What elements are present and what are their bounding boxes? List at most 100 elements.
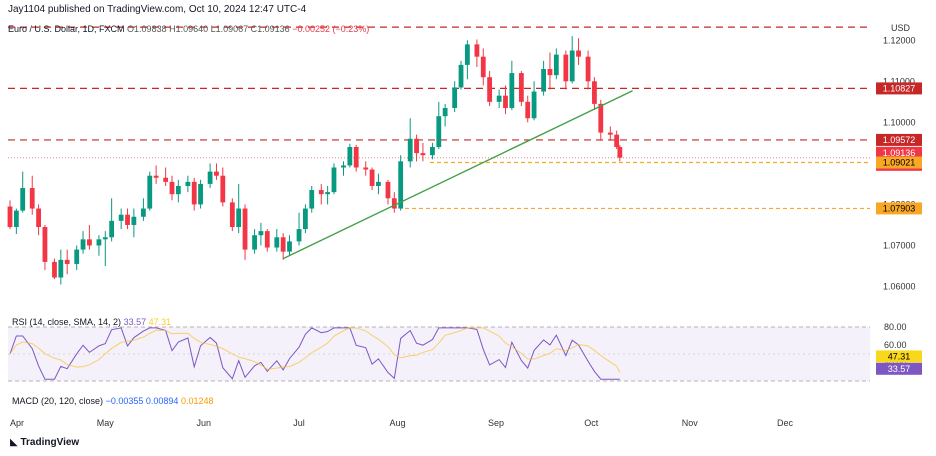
- price-change: −0.00252 (−0.23%): [292, 24, 370, 34]
- last-price-label-bg: [876, 146, 922, 159]
- candle-body: [102, 237, 108, 240]
- rsi-tick: 80.00: [884, 322, 907, 332]
- rsi-value: 33.57: [123, 317, 147, 327]
- macd-legend[interactable]: MACD (20, 120, close) −0.00355 0.00894 0…: [12, 396, 213, 406]
- symbol-name[interactable]: Euro / U.S. Dollar, 1D, FXCM: [8, 24, 125, 34]
- price-tick: 1.10000: [883, 117, 916, 127]
- candle-body: [36, 208, 41, 228]
- candles: [7, 36, 623, 285]
- level-lines: [8, 26, 870, 210]
- candle-body: [242, 208, 248, 250]
- candle-body: [414, 138, 419, 154]
- candle-body: [347, 146, 353, 166]
- candle-body: [592, 81, 597, 104]
- candle-body: [169, 181, 175, 195]
- trendline: [282, 90, 633, 260]
- candle-body: [480, 56, 486, 78]
- candle-body: [20, 188, 26, 211]
- price-axis: 1.120001.110001.100001.090001.080001.070…: [876, 35, 922, 375]
- candle-body: [153, 175, 159, 178]
- candle-body: [547, 68, 553, 76]
- candle-body: [464, 44, 470, 65]
- time-tick: Jul: [293, 418, 305, 428]
- candle-body: [487, 77, 493, 102]
- candle-body: [376, 181, 381, 186]
- candle-body: [274, 237, 280, 248]
- candle-body: [302, 208, 308, 230]
- candle-body: [214, 171, 219, 176]
- candle-body: [385, 181, 391, 199]
- candle-body: [87, 239, 92, 246]
- candle-body: [236, 208, 242, 228]
- candle-body: [198, 183, 203, 205]
- rsi-axis-label: 33.57: [888, 364, 911, 374]
- price-tick: 1.11000: [883, 76, 915, 86]
- candle-body: [131, 216, 137, 225]
- candle-body: [7, 206, 13, 228]
- candle-body: [147, 175, 153, 209]
- candle-body: [407, 138, 413, 162]
- candle-body: [569, 50, 575, 82]
- candle-body: [309, 190, 315, 209]
- candle-body: [518, 73, 524, 102]
- candle-body: [391, 198, 397, 209]
- resistance-label: 1.10827: [883, 83, 916, 93]
- tradingview-brand: TradingView: [20, 437, 80, 448]
- candle-body: [331, 167, 337, 193]
- rsi-sma-axis-label: 47.31: [888, 351, 911, 361]
- candle-body: [541, 68, 547, 92]
- candle-body: [52, 261, 57, 278]
- candle-body: [598, 103, 604, 133]
- candle-body: [563, 54, 569, 82]
- tradingview-logo[interactable]: ◣ TradingView: [10, 437, 79, 448]
- candle-body: [118, 214, 124, 221]
- macd-line-value: 0.00894: [145, 396, 179, 406]
- time-tick: Oct: [584, 418, 599, 428]
- candle-body: [585, 56, 591, 82]
- candle-body: [163, 177, 169, 182]
- candle-body: [420, 153, 426, 156]
- time-tick: May: [97, 418, 115, 428]
- tradingview-logo-icon: ◣: [10, 437, 18, 448]
- candle-body: [452, 87, 458, 108]
- candle-body: [58, 259, 64, 278]
- candle-body: [258, 231, 264, 236]
- rsi-sma-line: [9, 327, 621, 373]
- symbol-line: Euro / U.S. Dollar, 1D, FXCM O1.09838 H1…: [8, 24, 369, 34]
- candle-body: [341, 165, 346, 168]
- candle-body: [442, 107, 448, 117]
- candle-body: [287, 241, 292, 252]
- candle-body: [474, 44, 480, 57]
- macd-hist-value: −0.00355: [105, 396, 144, 406]
- time-tick: Jun: [196, 418, 211, 428]
- candle-body: [607, 132, 613, 135]
- time-tick: Apr: [10, 418, 24, 428]
- candle-body: [185, 181, 191, 186]
- candle-body: [109, 220, 115, 238]
- time-tick: Sep: [488, 418, 504, 428]
- candle-body: [80, 239, 86, 250]
- candle-body: [325, 192, 331, 195]
- support-label: 1.09021: [883, 158, 916, 168]
- rsi-legend[interactable]: RSI (14, close, SMA, 14, 2) 33.57 47.31: [12, 317, 171, 327]
- candle-body: [96, 239, 102, 246]
- support-label: 1.07903: [883, 203, 916, 213]
- candle-body: [264, 231, 270, 248]
- publisher-line: Jay1104 published on TradingView.com, Oc…: [8, 4, 307, 15]
- candle-body: [353, 146, 359, 168]
- time-tick: Aug: [389, 418, 405, 428]
- resistance-label: 1.09572: [883, 135, 916, 145]
- candle-body: [175, 185, 181, 195]
- resistance-label-bg: [876, 82, 922, 95]
- trendline-segment: [282, 90, 633, 260]
- candle-body: [229, 202, 235, 228]
- rsi-pane: [8, 326, 870, 382]
- candle-body: [296, 229, 302, 242]
- currency-label[interactable]: USD: [890, 23, 910, 33]
- candle-body: [369, 169, 375, 186]
- candle-body: [318, 190, 324, 195]
- candle-body: [458, 64, 464, 88]
- time-tick: Nov: [682, 418, 699, 428]
- rsi-line: [9, 327, 620, 380]
